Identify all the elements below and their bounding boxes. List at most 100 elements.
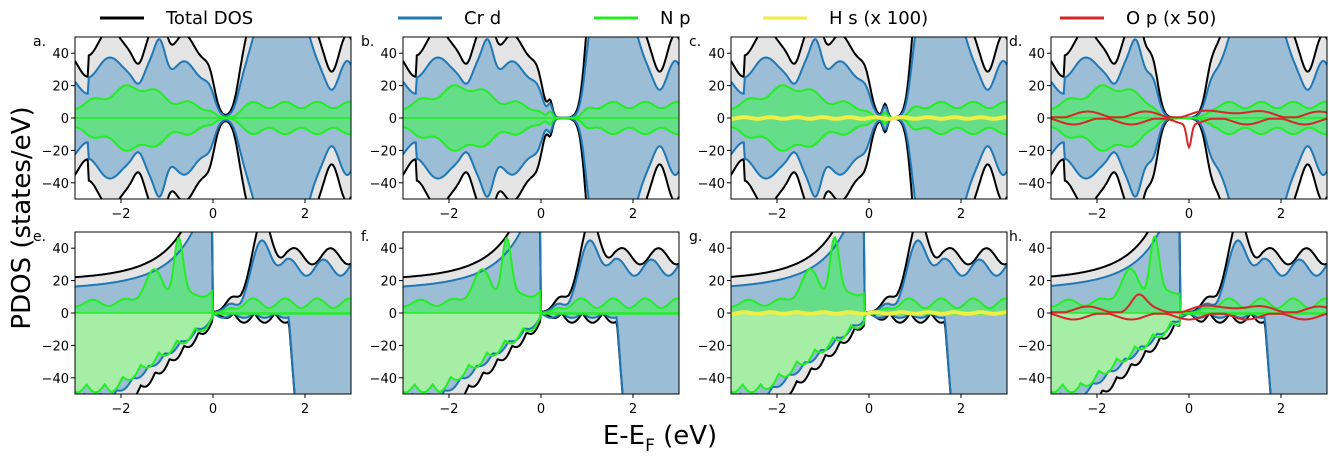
x-tick-label: 0: [865, 207, 873, 222]
legend-item-n: N p: [594, 8, 691, 29]
x-tick-label: −2: [1087, 207, 1106, 222]
x-axis-title: E-EF (eV): [603, 421, 717, 456]
y-axis-title: PDOS (states/eV): [7, 106, 37, 329]
y-tick-label: 0: [1037, 307, 1045, 322]
cr-d-line-up: [75, 37, 351, 117]
y-tick-label: 20: [52, 80, 69, 95]
y-tick-label: −20: [1018, 339, 1045, 354]
legend-label-total: Total DOS: [165, 8, 253, 29]
x-tick-label: −2: [767, 402, 786, 417]
x-tick-label: 2: [301, 207, 309, 222]
n-p-area: [75, 238, 351, 393]
n-p-line-down: [75, 312, 351, 394]
y-tick-label: −40: [42, 177, 69, 192]
cr-d-line-up: [731, 37, 1007, 119]
n-p-line-down: [731, 117, 1007, 152]
y-tick-label: −40: [698, 372, 725, 387]
legend: Total DOS Cr d N p H s (x 100) O p (x 50): [100, 8, 1216, 29]
n-p-line-up: [403, 84, 679, 119]
cr-d-line-down: [75, 119, 351, 199]
y-tick-label: 20: [708, 275, 725, 290]
y-tick-label: 20: [380, 80, 397, 95]
y-tick-label: 40: [1028, 47, 1045, 62]
y-tick-label: 40: [380, 47, 397, 62]
legend-label-o: O p (x 50): [1126, 8, 1216, 29]
n-p-area-up: [1051, 236, 1327, 313]
legend-label-h: H s (x 100): [829, 8, 928, 29]
o-p-line-up: [1051, 293, 1327, 314]
panel-label: d.: [1009, 34, 1022, 50]
cr-d-line-up: [403, 37, 679, 119]
y-tick-label: −20: [42, 144, 69, 159]
x-tick-label: 2: [1277, 207, 1285, 222]
panel-label: c.: [689, 34, 701, 50]
total-dos-line-down: [403, 117, 679, 199]
total-dos-line-down: [75, 120, 351, 199]
y-tick-label: 0: [717, 307, 725, 322]
y-tick-label: 40: [52, 47, 69, 62]
total-dos-line-down: [731, 117, 1007, 199]
total-dos-line-up: [75, 37, 351, 116]
y-tick-label: −20: [370, 144, 397, 159]
x-tick-label: 0: [1185, 402, 1193, 417]
y-tick-label: −40: [1018, 372, 1045, 387]
n-p-area: [1051, 236, 1327, 393]
y-tick-label: −20: [1018, 144, 1045, 159]
y-tick-label: 20: [1028, 275, 1045, 290]
cr-d-line-down: [403, 117, 679, 199]
y-tick-label: 0: [389, 112, 397, 127]
y-tick-label: 40: [708, 242, 725, 257]
x-tick-label: 2: [301, 402, 309, 417]
x-tick-label: 0: [865, 402, 873, 417]
n-p-area-up: [731, 237, 1007, 313]
legend-item-total: Total DOS: [100, 8, 253, 29]
n-p-line-down: [75, 117, 351, 152]
n-p-line-up: [731, 84, 1007, 119]
n-p-area-up: [75, 238, 351, 313]
y-tick-label: 0: [61, 307, 69, 322]
h-s-line: [731, 310, 1007, 316]
y-tick-label: −20: [42, 339, 69, 354]
x-tick-label: 2: [957, 207, 965, 222]
panel-label: f.: [361, 229, 369, 245]
panel-label: g.: [689, 229, 702, 245]
o-p-line-down: [1051, 117, 1327, 150]
x-tick-label: 2: [957, 402, 965, 417]
x-tick-label: 0: [537, 207, 545, 222]
n-p-area: [403, 238, 679, 393]
panel-label: h.: [1009, 229, 1022, 245]
x-tick-label: −2: [767, 207, 786, 222]
x-tick-label: 0: [537, 402, 545, 417]
y-tick-label: 20: [52, 275, 69, 290]
y-tick-label: 40: [1028, 242, 1045, 257]
y-tick-label: 0: [389, 307, 397, 322]
x-tick-label: 2: [1277, 402, 1285, 417]
x-tick-label: −2: [111, 207, 130, 222]
x-tick-label: 0: [1185, 207, 1193, 222]
y-tick-label: −40: [1018, 177, 1045, 192]
x-tick-label: 2: [629, 207, 637, 222]
cr-d-line-down: [731, 117, 1007, 199]
y-tick-label: 20: [1028, 80, 1045, 95]
n-p-area-up: [403, 238, 679, 313]
y-tick-label: 0: [717, 112, 725, 127]
legend-item-cr: Cr d: [398, 8, 501, 29]
h-s-line: [731, 115, 1007, 121]
legend-item-h: H s (x 100): [763, 8, 928, 29]
x-tick-label: −2: [111, 402, 130, 417]
panel-label: b.: [361, 34, 374, 50]
y-tick-label: −40: [698, 177, 725, 192]
x-tick-label: −2: [439, 207, 458, 222]
panel-label: e.: [33, 229, 46, 245]
y-tick-label: −20: [370, 339, 397, 354]
y-tick-label: −20: [698, 339, 725, 354]
